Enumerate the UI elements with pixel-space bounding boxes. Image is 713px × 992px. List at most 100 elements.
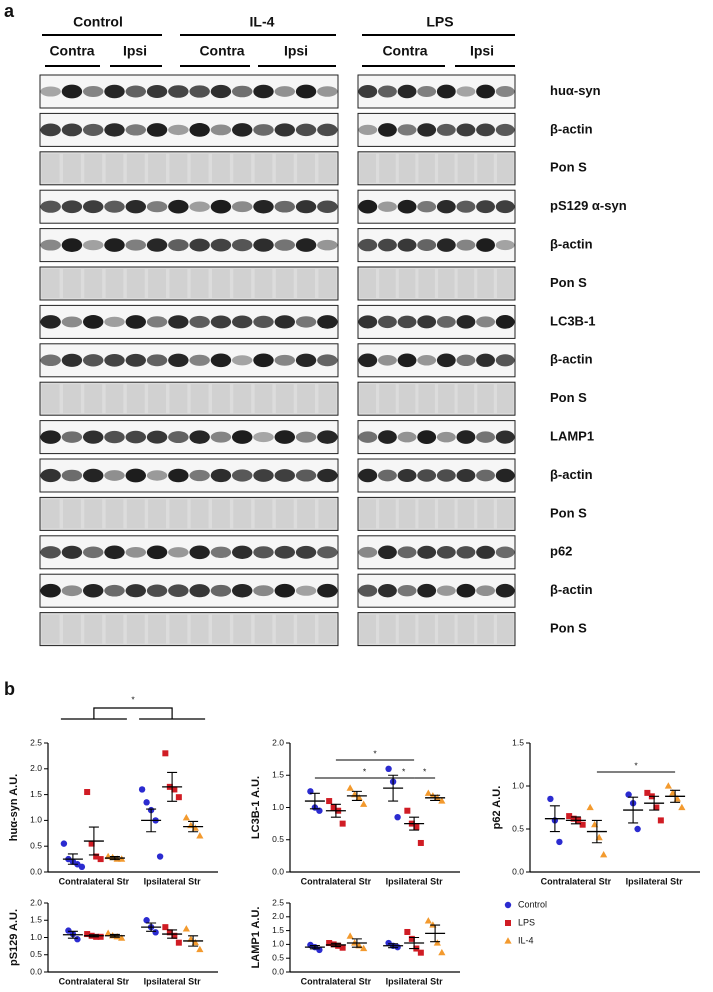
band — [295, 353, 317, 368]
lane-texture — [41, 384, 60, 414]
data-point — [346, 932, 354, 939]
band — [125, 546, 147, 558]
band — [40, 583, 61, 598]
lane-texture — [496, 384, 514, 414]
data-point — [339, 944, 346, 951]
data-point — [84, 789, 91, 796]
lane-texture — [457, 499, 475, 529]
lane-texture — [318, 499, 337, 529]
lane-texture — [457, 614, 475, 644]
band — [82, 239, 104, 251]
band — [317, 430, 338, 444]
y-tick-label: 2.0 — [272, 911, 284, 921]
band — [274, 583, 296, 598]
data-point — [84, 931, 91, 938]
error-bar — [409, 816, 420, 831]
error-bar — [351, 790, 362, 801]
band — [210, 84, 232, 99]
data-point — [424, 789, 432, 796]
lane-texture — [233, 269, 252, 298]
band — [82, 354, 104, 367]
data-point — [330, 804, 337, 811]
band — [40, 468, 61, 483]
error-bar — [309, 792, 320, 810]
x-tick-label: Ipsilateral Str — [144, 976, 202, 986]
error-bar — [109, 855, 120, 861]
band — [476, 123, 495, 137]
data-point — [360, 944, 368, 952]
band — [168, 584, 189, 597]
y-tick-label: 0.0 — [512, 866, 524, 876]
data-point — [385, 765, 392, 772]
significance-label: * — [634, 760, 638, 770]
band — [397, 585, 417, 597]
lane-texture — [169, 153, 188, 183]
band — [397, 468, 417, 483]
legend-marker — [504, 937, 512, 944]
lane-texture — [275, 384, 294, 414]
y-tick-label: 0.5 — [30, 840, 42, 850]
band — [476, 200, 495, 214]
band — [476, 84, 495, 99]
x-tick-label: Ipsilateral Str — [626, 876, 684, 886]
band — [417, 355, 437, 366]
band — [253, 585, 274, 597]
y-tick-label: 2.0 — [272, 737, 284, 747]
data-point — [97, 933, 104, 940]
panel-label: b — [4, 679, 15, 699]
data-point — [556, 838, 563, 846]
lane-texture — [148, 499, 167, 529]
data-point — [196, 832, 204, 839]
blot-label: pS129 α-syn — [550, 198, 627, 213]
legend-label: IL-4 — [518, 935, 534, 945]
blot-label: Pon S — [550, 621, 587, 636]
data-point — [65, 927, 72, 934]
lane-texture — [233, 153, 252, 183]
band — [253, 238, 274, 252]
lane-texture — [84, 499, 103, 529]
band — [82, 85, 104, 98]
band — [436, 469, 456, 482]
band — [146, 316, 168, 328]
band — [104, 200, 125, 213]
band — [456, 239, 476, 251]
blot-label: β-actin — [550, 121, 593, 136]
data-point — [547, 795, 554, 803]
data-point — [579, 821, 586, 828]
lane-texture — [148, 384, 167, 414]
band — [168, 315, 189, 329]
lane-texture — [359, 384, 377, 414]
lane-texture — [379, 614, 396, 644]
band — [146, 584, 168, 597]
band — [417, 545, 437, 559]
lane-texture — [169, 269, 188, 298]
lane-texture — [379, 153, 396, 183]
band — [317, 354, 338, 367]
band — [189, 315, 210, 328]
band — [125, 353, 147, 367]
lane-texture — [457, 269, 475, 298]
data-point — [196, 945, 204, 953]
lane-texture — [496, 614, 514, 644]
y-tick-label: 0.5 — [512, 823, 524, 833]
band — [476, 238, 495, 252]
data-point — [566, 813, 573, 820]
y-tick-label: 0.0 — [30, 966, 42, 976]
band — [253, 353, 274, 368]
lane-texture — [84, 384, 103, 414]
band — [253, 432, 274, 443]
error-bar — [188, 935, 199, 947]
band — [40, 354, 61, 367]
band — [456, 430, 476, 444]
lane-texture — [190, 153, 209, 183]
x-tick-label: Contralateral Str — [59, 876, 130, 886]
band — [317, 546, 338, 559]
error-bar — [591, 819, 602, 844]
lane-texture — [477, 153, 494, 183]
lane-texture — [41, 499, 60, 529]
band — [378, 430, 397, 444]
lane-texture — [84, 269, 103, 298]
significance-label: * — [373, 748, 377, 758]
lane-texture — [211, 153, 230, 183]
